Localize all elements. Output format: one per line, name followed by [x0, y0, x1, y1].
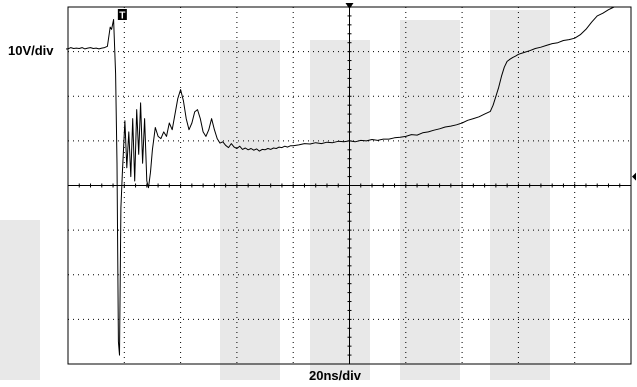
waveform-trace: [67, 6, 615, 356]
watermark-bar-2: [310, 40, 370, 380]
watermark-bar-1: [220, 40, 280, 380]
watermark-bar-3: [400, 20, 460, 380]
trigger-position-marker: [345, 3, 354, 9]
watermark-bar-4: [490, 10, 550, 380]
y-scale-label: 10V/div: [8, 43, 54, 58]
x-scale-label: 20ns/div: [309, 368, 362, 383]
trigger-flag-label: T: [119, 11, 125, 22]
trigger-level-marker: [632, 172, 636, 181]
trigger-flag: [117, 9, 127, 20]
watermark-bar-5: [0, 220, 40, 380]
